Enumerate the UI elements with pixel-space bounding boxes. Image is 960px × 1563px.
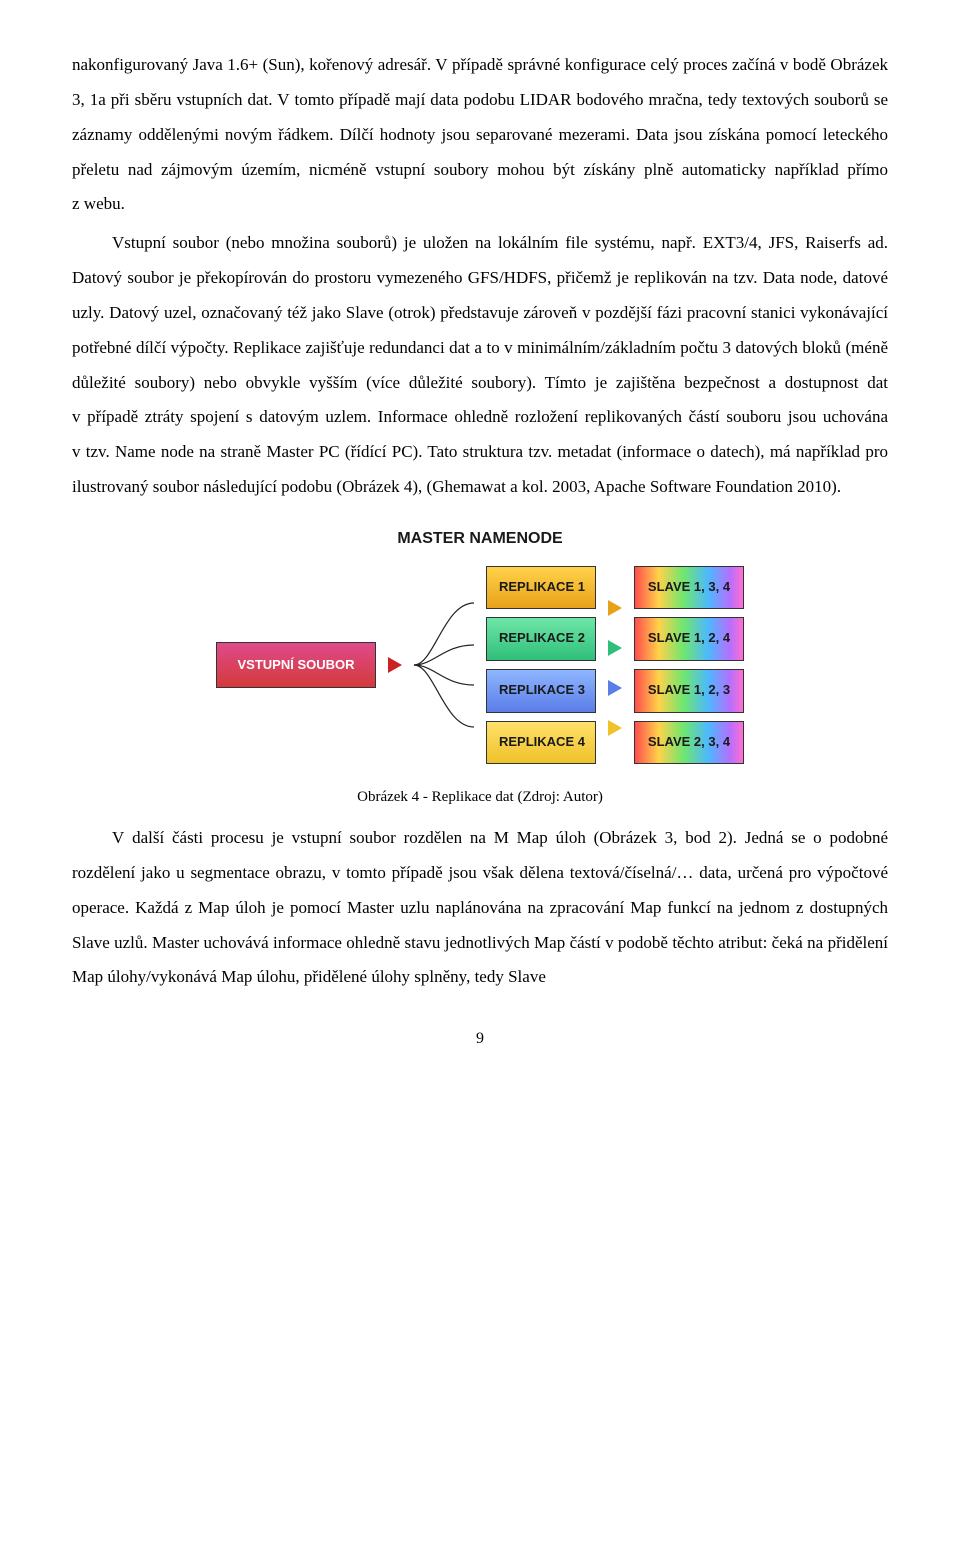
replication-pill: REPLIKACE 1: [486, 566, 596, 610]
paragraph-1: nakonfigurovaný Java 1.6+ (Sun), kořenov…: [72, 48, 888, 222]
rep-arrow-icon: [608, 720, 622, 736]
slave-pill: SLAVE 1, 2, 3: [634, 669, 744, 713]
replication-pill: REPLIKACE 4: [486, 721, 596, 765]
input-arrow-icon: [388, 657, 402, 673]
figure-caption: Obrázek 4 - Replikace dat (Zdroj: Autor): [72, 782, 888, 813]
rep-arrow-icon: [608, 640, 622, 656]
slave-pill: SLAVE 2, 3, 4: [634, 721, 744, 765]
replication-column: REPLIKACE 1 REPLIKACE 2 REPLIKACE 3 REPL…: [486, 566, 596, 765]
replication-diagram: MASTER NAMENODE VSTUPNÍ SOUBOR REPLIKACE…: [72, 523, 888, 813]
paragraph-2: Vstupní soubor (nebo množina souborů) je…: [72, 226, 888, 505]
replication-pill: REPLIKACE 2: [486, 617, 596, 661]
slave-pill: SLAVE 1, 3, 4: [634, 566, 744, 610]
page-number: 9: [72, 1023, 888, 1056]
diagram-title: MASTER NAMENODE: [72, 523, 888, 556]
rep-arrow-icon: [608, 680, 622, 696]
fan-lines-icon: [414, 585, 474, 745]
slave-pill: SLAVE 1, 2, 4: [634, 617, 744, 661]
paragraph-3: V další části procesu je vstupní soubor …: [72, 821, 888, 995]
replication-pill: REPLIKACE 3: [486, 669, 596, 713]
slave-column: SLAVE 1, 3, 4 SLAVE 1, 2, 4 SLAVE 1, 2, …: [634, 566, 744, 765]
rep-arrow-icon: [608, 600, 622, 616]
input-file-pill: VSTUPNÍ SOUBOR: [216, 642, 376, 689]
rep-arrow-column: [608, 594, 622, 736]
